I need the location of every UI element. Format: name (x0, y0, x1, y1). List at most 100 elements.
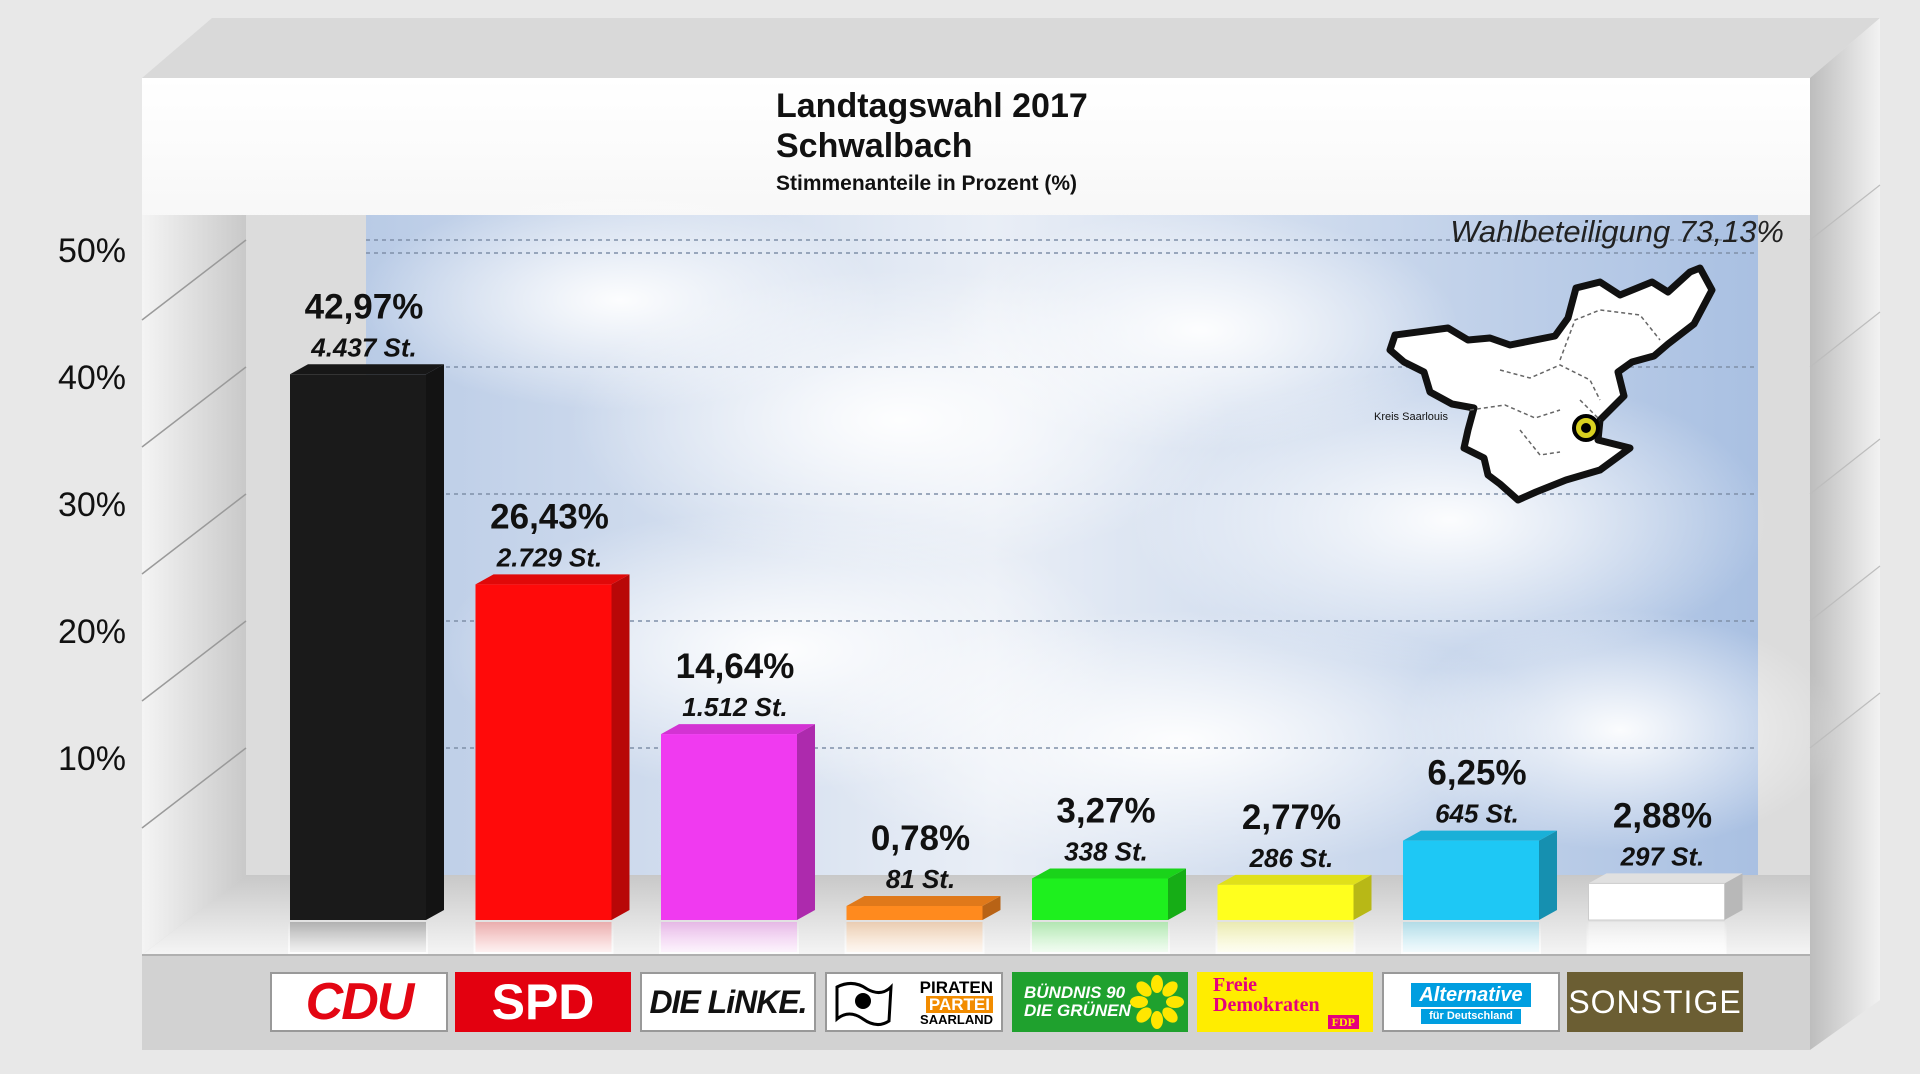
bar-votes-label: 2.729 St. (496, 542, 603, 572)
bar-top (1588, 873, 1743, 884)
chart-title: Landtagswahl 2017 (776, 87, 1088, 125)
y-tick-label: 50% (58, 232, 126, 270)
logo-cdu-text: CDU (305, 973, 415, 1031)
y-tick-label: 30% (58, 486, 126, 524)
bar-reflection-fade (1215, 922, 1356, 954)
bar-value-label: 0,78% (871, 819, 970, 858)
turnout-label: Wahlbeteiligung 73,13% (1450, 214, 1784, 249)
bar-value-label: 14,64% (676, 647, 795, 686)
logo-sonstige-text: SONSTIGE (1568, 983, 1742, 1020)
logo-linke-text: DIE LiNKE. (649, 983, 807, 1020)
gridline-right (1809, 692, 1881, 749)
bar-top (846, 896, 1001, 906)
gridline-side (141, 239, 247, 321)
bar-front (1217, 884, 1354, 920)
bar-side (611, 574, 630, 920)
bar-votes-label: 1.512 St. (682, 692, 788, 722)
logo-gruene-top: BÜNDNIS 90 (1024, 983, 1126, 1003)
bar-side (1724, 873, 1743, 920)
bar-votes-label: 4.437 St. (310, 332, 417, 362)
gridline-side (141, 747, 247, 829)
gridline-side (141, 366, 247, 448)
logo-piraten-mid: PARTEI (925, 995, 993, 1013)
left-wall (142, 215, 246, 955)
logo-spd-text: SPD (491, 974, 595, 1030)
bar-side (1353, 874, 1372, 920)
bar-front (846, 906, 983, 920)
map-region-label: Kreis Saarlouis (1374, 411, 1448, 423)
bar-reflection-fade (844, 922, 985, 954)
bar-front (1032, 878, 1168, 920)
gridline-side (141, 493, 247, 575)
bar-value-label: 2,77% (1242, 798, 1341, 837)
sunflower-icon (1130, 975, 1184, 1029)
bar-top (1217, 874, 1372, 885)
bar-value-label: 3,27% (1056, 791, 1155, 830)
bar-2 (473, 574, 630, 954)
box-top-face (142, 18, 1880, 78)
bar-reflection-fade (473, 922, 614, 954)
bars (288, 364, 1743, 954)
chart-location: Schwalbach (776, 127, 973, 165)
logo-fdp: Freie Demokraten FDP (1197, 972, 1373, 1032)
logo-cdu: CDU (270, 972, 448, 1032)
bar-value-label: 26,43% (490, 497, 609, 536)
bar-1 (288, 364, 444, 954)
bar-votes-label: 645 St. (1435, 799, 1519, 829)
pirate-flag-icon (835, 982, 893, 1026)
bar-5 (1030, 868, 1186, 954)
chart-caption: Stimmenanteile in Prozent (%) (776, 172, 1078, 195)
bar-top (1403, 830, 1557, 841)
bar-reflection-fade (1401, 922, 1541, 954)
bar-3 (659, 724, 815, 954)
gridline-right (1809, 438, 1881, 495)
bar-4 (844, 896, 1001, 954)
bar-6 (1215, 874, 1372, 954)
chart-title-block: Landtagswahl 2017 Schwalbach Stimmenante… (776, 86, 1088, 196)
region-map: Kreis Saarlouis (1374, 264, 1716, 504)
bar-top (290, 364, 444, 375)
bar-side (1168, 868, 1186, 920)
logo-piraten-top: PIRATEN (919, 977, 993, 997)
bar-value-label: 2,88% (1613, 796, 1712, 835)
bar-top (475, 574, 630, 585)
logo-piraten-bottom: SAARLAND (920, 1011, 993, 1027)
bar-reflection-fade (1030, 922, 1170, 954)
logo-linke: DIE LiNKE. (640, 972, 816, 1032)
box-right-face (1810, 18, 1880, 1050)
logo-gruene: BÜNDNIS 90 DIE GRÜNEN (1012, 972, 1188, 1032)
bar-votes-label: 81 St. (886, 864, 955, 894)
y-tick-label: 40% (58, 359, 126, 397)
bar-value-label: 6,25% (1427, 754, 1526, 793)
gridline-right (1809, 184, 1881, 241)
logo-afd: Alternative für Deutschland (1382, 972, 1560, 1032)
bar-side (1539, 830, 1557, 920)
bar-8 (1586, 873, 1743, 954)
bar-votes-label: 297 St. (1620, 841, 1705, 871)
bar-7 (1401, 830, 1557, 954)
bar-votes-label: 338 St. (1064, 836, 1148, 866)
logo-spd: SPD (455, 972, 631, 1032)
bar-top (661, 724, 815, 735)
gridline-right (1809, 311, 1881, 368)
bar-votes-label: 286 St. (1249, 843, 1334, 873)
bar-front (1403, 840, 1539, 920)
bar-side (426, 364, 444, 920)
logo-afd-bottom: für Deutschland (1421, 1008, 1521, 1024)
bar-side (797, 724, 815, 920)
y-tick-label: 10% (58, 740, 126, 778)
bar-value-label: 42,97% (305, 287, 424, 326)
logo-piraten: PIRATEN PARTEI SAARLAND (825, 972, 1003, 1032)
bar-front (1588, 882, 1725, 921)
bar-front (475, 584, 612, 920)
bar-reflection-fade (659, 922, 799, 954)
logo-fdp-mid: Demokraten (1213, 994, 1320, 1016)
bar-reflection-fade (1586, 922, 1727, 954)
logo-sonstige: SONSTIGE (1567, 972, 1743, 1032)
logo-afd-top: Alternative (1411, 982, 1531, 1007)
bar-top (1032, 868, 1186, 879)
y-axis-ticks: 10% 20% 30% 40% 50% (58, 232, 126, 778)
gridline-right (1809, 565, 1881, 622)
gridline-side (141, 620, 247, 702)
